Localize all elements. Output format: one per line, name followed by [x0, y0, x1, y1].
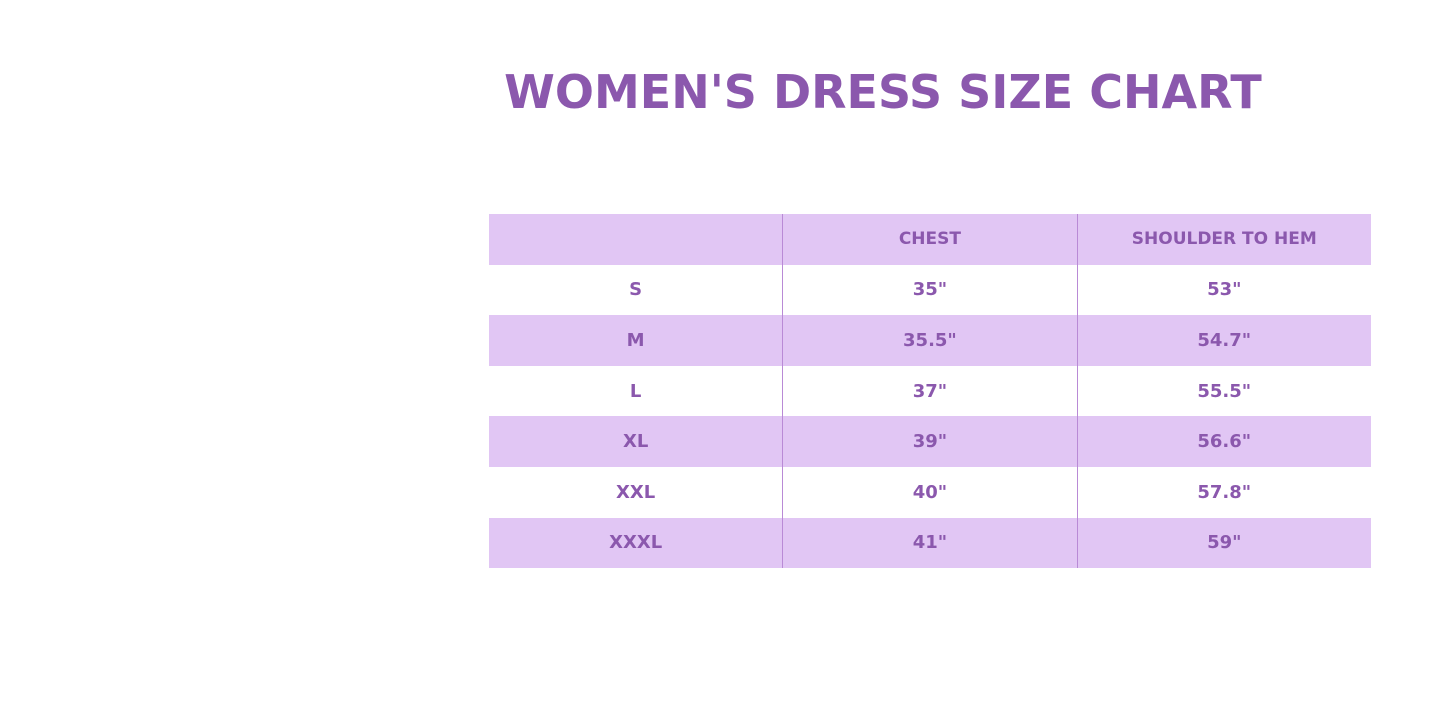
table-row: L 37" 55.5" — [489, 365, 1371, 417]
size-cell: XXXL — [489, 517, 783, 569]
table-row: M 35.5" 54.7" — [489, 315, 1371, 366]
table-row: XXXL 41" 59" — [489, 517, 1371, 569]
chest-cell: 40" — [782, 466, 1078, 518]
size-cell: XL — [489, 416, 783, 467]
size-cell: S — [629, 279, 643, 301]
header-chest: CHEST — [782, 214, 1078, 265]
table-row: XXL 40" 57.8" — [489, 466, 1371, 518]
length-cell: 56.6" — [1076, 416, 1371, 467]
length-cell: 57.8" — [1076, 466, 1371, 518]
header-shoulder-to-hem: SHOULDER TO HEM — [1076, 214, 1371, 265]
page-title: WOMEN'S DRESS SIZE CHART — [504, 65, 1262, 119]
length-cell: 53" — [1076, 264, 1371, 316]
chest-cell: 39" — [782, 416, 1078, 467]
length-cell: 55.5" — [1076, 365, 1371, 417]
size-chart-table: CHEST SHOULDER TO HEM S 35" 53" M 35.5" … — [489, 214, 1371, 569]
size-cell: XXL — [616, 481, 656, 503]
size-cell: M — [489, 315, 783, 366]
chest-cell: 41" — [782, 517, 1078, 569]
length-cell: 59" — [1076, 517, 1371, 569]
chest-cell: 35" — [782, 264, 1078, 316]
table-header-row: CHEST SHOULDER TO HEM — [489, 214, 1371, 265]
table-row: S 35" 53" — [489, 264, 1371, 316]
length-cell: 54.7" — [1076, 315, 1371, 366]
chest-cell: 35.5" — [782, 315, 1078, 366]
header-size — [489, 214, 783, 265]
chest-cell: 37" — [782, 365, 1078, 417]
table-row: XL 39" 56.6" — [489, 416, 1371, 467]
size-cell: L — [629, 380, 642, 402]
